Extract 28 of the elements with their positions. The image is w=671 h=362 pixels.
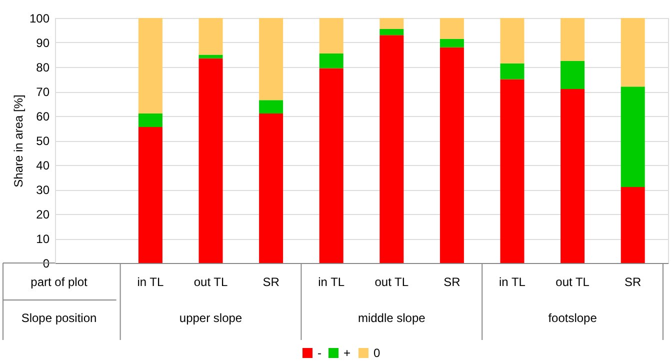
text: footslope [548,311,598,325]
x-tick-label: out TL [194,275,228,289]
text: part of plot [30,275,88,289]
x-tick-label: in TL [137,275,164,289]
x-tick-label: SR [624,275,642,289]
legend-label: 0 [374,346,380,360]
x-tick-label: in TL [499,275,526,289]
y-tick-label: 20 [36,208,50,222]
y-tick-label: 50 [36,134,50,148]
text: middle slope [358,311,426,325]
x-tick-label: SR [444,275,461,289]
legend-label: - [318,346,322,360]
y-tick-label: 40 [36,158,50,172]
legend-label: + [344,346,351,360]
y-tick-label: 10 [36,232,50,246]
y-axis-title: Share in area [%] [11,94,26,188]
x-tick-label: out TL [374,275,409,289]
text: upper slope [179,311,242,325]
x-tick-label: out TL [556,275,590,289]
y-tick-label: 90 [36,36,50,50]
y-tick-label: 80 [36,60,50,74]
x-tick-label: SR [262,275,280,289]
x-tick-label: in TL [318,275,345,289]
y-tick-label: 70 [36,85,50,99]
y-tick-label: 60 [36,110,50,124]
text: Slope position [21,311,97,325]
y-tick-label: 30 [36,183,50,197]
y-tick-label: 100 [29,12,50,26]
